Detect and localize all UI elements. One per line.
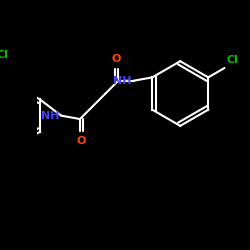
Text: Cl: Cl — [0, 50, 8, 60]
Text: NH: NH — [113, 76, 132, 86]
Text: NH: NH — [41, 111, 60, 121]
Text: Cl: Cl — [226, 56, 238, 66]
Text: O: O — [112, 54, 121, 64]
Text: O: O — [77, 136, 86, 146]
